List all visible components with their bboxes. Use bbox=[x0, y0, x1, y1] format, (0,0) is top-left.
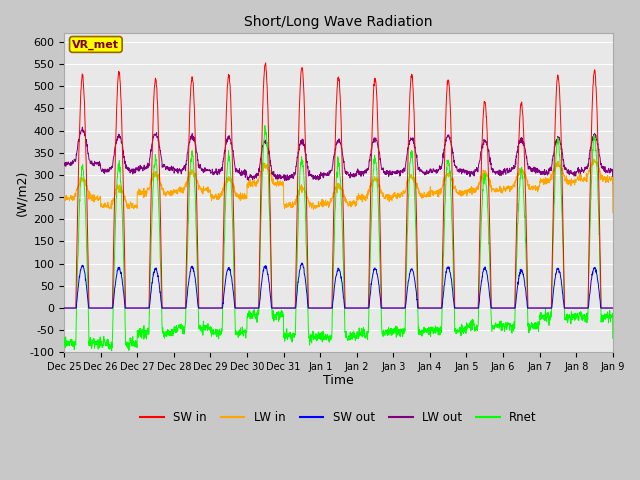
Y-axis label: (W/m2): (W/m2) bbox=[15, 169, 28, 216]
Text: VR_met: VR_met bbox=[72, 39, 119, 49]
Title: Short/Long Wave Radiation: Short/Long Wave Radiation bbox=[244, 15, 433, 29]
Legend: SW in, LW in, SW out, LW out, Rnet: SW in, LW in, SW out, LW out, Rnet bbox=[135, 406, 541, 429]
X-axis label: Time: Time bbox=[323, 373, 354, 386]
